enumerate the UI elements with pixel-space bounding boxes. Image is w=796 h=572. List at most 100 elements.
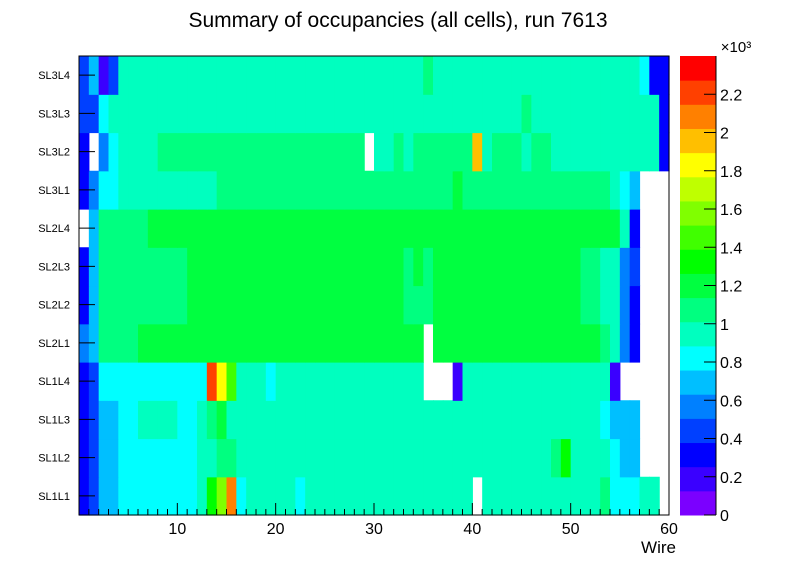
heatmap-cell [521, 170, 532, 210]
heatmap-cell [157, 247, 169, 287]
palette-swatch [680, 321, 716, 347]
heatmap-cell [236, 438, 247, 478]
palette-tick-label: 0.8 [720, 355, 742, 372]
heatmap-cell [423, 400, 434, 440]
heatmap-cell [246, 94, 257, 134]
heatmap-cell [639, 56, 650, 95]
heatmap-cell [590, 400, 601, 440]
palette-swatch [680, 152, 716, 178]
palette-tick-label: 0.4 [720, 432, 742, 449]
heatmap-cell [364, 362, 375, 401]
heatmap-cell [197, 56, 208, 95]
heatmap-cell [305, 132, 316, 172]
heatmap-cell [570, 56, 582, 95]
heatmap-cell [167, 209, 178, 248]
heatmap-cell [344, 323, 355, 363]
heatmap-cell [256, 170, 267, 210]
heatmap-cell [521, 400, 532, 440]
heatmap-cell [128, 170, 139, 210]
heatmap-cell [128, 285, 139, 325]
heatmap-cell [324, 247, 336, 287]
heatmap-cell [541, 56, 552, 95]
heatmap-cell [423, 247, 434, 287]
heatmap-cell [610, 285, 621, 325]
heatmap-cell [560, 400, 572, 440]
heatmap-cell [619, 476, 631, 516]
heatmap-cell [226, 476, 237, 516]
heatmap-cell [570, 400, 582, 440]
heatmap-cell [580, 362, 591, 401]
heatmap-cell [206, 362, 218, 401]
heatmap-cell [462, 56, 473, 95]
heatmap-cell [442, 476, 454, 516]
heatmap-cell [187, 438, 198, 478]
heatmap-cell [403, 323, 414, 363]
heatmap-cell [551, 170, 562, 210]
heatmap-cell [364, 400, 375, 440]
heatmap-cell [501, 323, 513, 363]
heatmap-cell [383, 476, 395, 516]
heatmap-cell [403, 94, 414, 134]
heatmap-cell [177, 323, 188, 363]
heatmap-cell [354, 247, 365, 287]
heatmap-cell [501, 400, 513, 440]
heatmap-cell [344, 56, 355, 95]
heatmap-cell [472, 247, 483, 287]
heatmap-cell [285, 476, 296, 516]
heatmap-cell [197, 323, 208, 363]
heatmap-cell [295, 132, 306, 172]
heatmap-cell [492, 362, 503, 401]
heatmap-cell [246, 285, 257, 325]
heatmap-cell [482, 362, 493, 401]
heatmap-cell [187, 170, 198, 210]
x-axis: 10 20 30 40 50 60 [88, 503, 678, 538]
heatmap-cell [177, 209, 188, 248]
heatmap-cell [383, 323, 395, 363]
heatmap-cell [118, 476, 129, 516]
heatmap-cell [275, 476, 287, 516]
heatmap-cell [118, 362, 129, 401]
heatmap-cell [236, 362, 247, 401]
heatmap-cell [344, 362, 355, 401]
heatmap-cell [147, 285, 159, 325]
heatmap-cell [600, 132, 611, 172]
heatmap-cell [334, 438, 346, 478]
heatmap-cell [187, 400, 198, 440]
palette-tick-label: 1.6 [720, 202, 742, 219]
heatmap-cell [580, 438, 591, 478]
heatmap-cell [187, 94, 198, 134]
heatmap-cell [344, 285, 355, 325]
heatmap-cell [423, 209, 434, 248]
heatmap-cell [138, 132, 149, 172]
heatmap-cell [374, 476, 385, 516]
heatmap-cell [324, 400, 336, 440]
heatmap-cell [216, 209, 228, 248]
heatmap-cell [560, 285, 572, 325]
x-tick-label: 50 [562, 521, 580, 538]
heatmap-cell [472, 132, 483, 172]
heatmap-cell [531, 56, 542, 95]
heatmap-cell [482, 476, 493, 516]
heatmap-cell [108, 362, 119, 401]
palette-swatch [680, 345, 716, 371]
heatmap-cell [236, 209, 247, 248]
y-axis: SL1L1 SL1L2 SL1L3 SL1L4 SL2L1 SL2L2 SL2L3 SL2L4… [38, 70, 95, 503]
heatmap-cell [177, 94, 188, 134]
heatmap-cell [256, 400, 267, 440]
heatmap-cell [256, 285, 267, 325]
palette-tick-label: 0.2 [720, 470, 742, 487]
heatmap-cell [216, 285, 228, 325]
heatmap-cell [374, 170, 385, 210]
heatmap-cell [246, 362, 257, 401]
heatmap-cell [344, 94, 355, 134]
heatmap-cell [275, 400, 287, 440]
heatmap-cell [590, 323, 601, 363]
heatmap-cell [610, 438, 621, 478]
heatmap-cell [590, 56, 601, 95]
heatmap-cell [364, 476, 375, 516]
heatmap-cell [590, 285, 601, 325]
heatmap-cell [364, 285, 375, 325]
heatmap-cell [334, 56, 346, 95]
heatmap-cell [423, 476, 434, 516]
